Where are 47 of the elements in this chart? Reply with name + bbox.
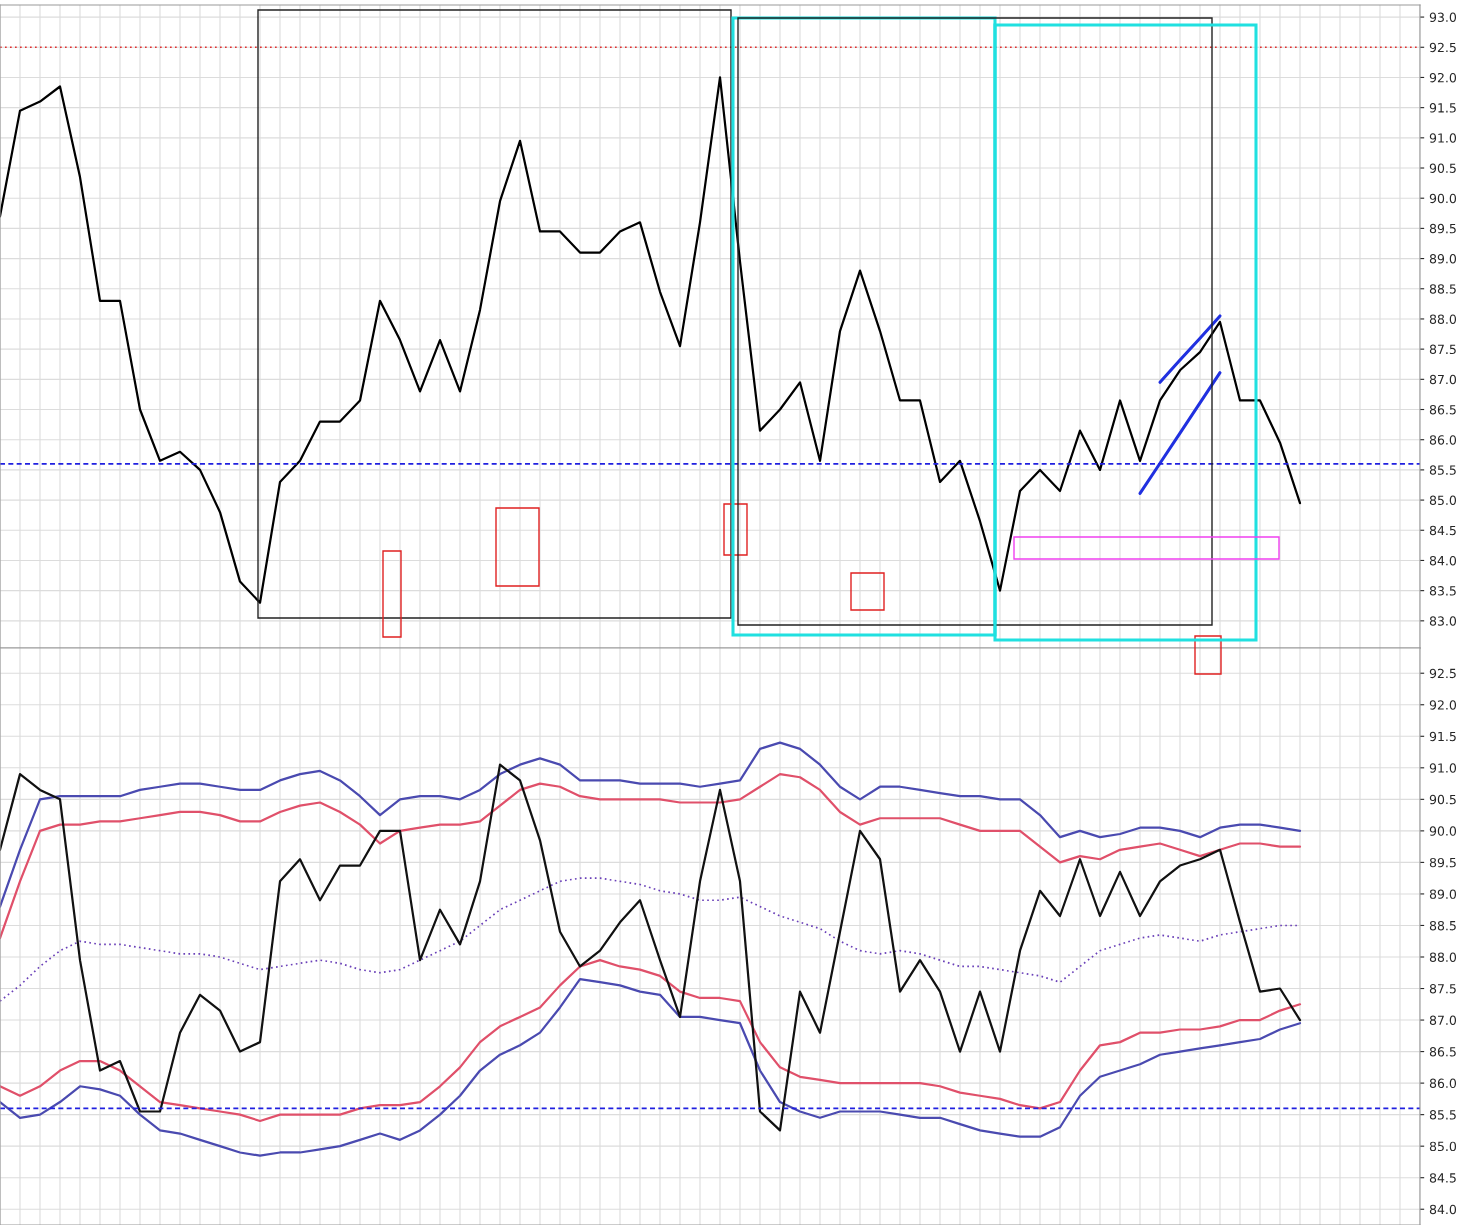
y-tick-label: 87.5 [1429, 344, 1456, 355]
y-tick-label: 92.5 [1429, 668, 1456, 679]
line-series [1158, 314, 1222, 384]
line-series [0, 76, 1302, 604]
y-tick-label: 92.5 [1429, 42, 1456, 53]
y-tick-label: 86.0 [1429, 435, 1457, 445]
y-tick-label: 88.0 [1429, 314, 1457, 324]
y-tick-label: 90.0 [1429, 193, 1457, 204]
y-tick-label: 85.0 [1429, 1141, 1457, 1152]
line-series [0, 763, 1302, 1132]
y-tick-label: 91.0 [1429, 763, 1457, 773]
y-tick-label: 85.5 [1429, 1110, 1456, 1120]
y-tick-label: 89.0 [1429, 889, 1457, 899]
y-tick-label: 85.5 [1429, 465, 1456, 475]
y-tick-label: 88.0 [1429, 952, 1457, 962]
y-tick-label: 84.0 [1429, 555, 1457, 566]
y-tick-label: 91.5 [1429, 731, 1456, 742]
y-tick-label: 84.5 [1429, 525, 1456, 536]
y-tick-label: 84.5 [1429, 1173, 1456, 1183]
y-tick-label: 85.0 [1429, 495, 1457, 506]
y-tick-label: 89.5 [1429, 223, 1456, 234]
line-series [0, 977, 1302, 1157]
y-tick-label: 91.0 [1429, 133, 1457, 143]
line-series [1138, 371, 1222, 495]
y-tick-label: 87.5 [1429, 984, 1456, 994]
y-tick-label: 89.5 [1429, 857, 1456, 868]
y-tick-label: 86.5 [1429, 1047, 1456, 1057]
line-series [0, 773, 1302, 940]
y-tick-label: 83.0 [1429, 616, 1457, 626]
y-tick-label: 91.5 [1429, 103, 1456, 113]
y-tick-label: 90.5 [1429, 794, 1456, 805]
y-tick-label: 83.5 [1429, 586, 1456, 596]
y-tick-label: 92.0 [1429, 72, 1457, 83]
y-tick-label: 90.5 [1429, 163, 1456, 173]
line-series [0, 959, 1302, 1123]
y-tick-label: 84.0 [1429, 1204, 1457, 1215]
y-tick-label: 88.5 [1429, 920, 1456, 931]
line-series [0, 741, 1302, 908]
y-tick-label: 89.0 [1429, 254, 1457, 264]
y-tick-label: 86.0 [1429, 1078, 1457, 1089]
y-tick-label: 88.5 [1429, 284, 1456, 294]
y-tick-label: 86.5 [1429, 404, 1456, 415]
y-tick-label: 92.0 [1429, 700, 1457, 710]
y-tick-label: 90.0 [1429, 826, 1457, 836]
y-tick-label: 93.0 [1429, 12, 1457, 22]
y-tick-label: 87.0 [1429, 374, 1457, 385]
y-tick-label: 87.0 [1429, 1015, 1457, 1025]
